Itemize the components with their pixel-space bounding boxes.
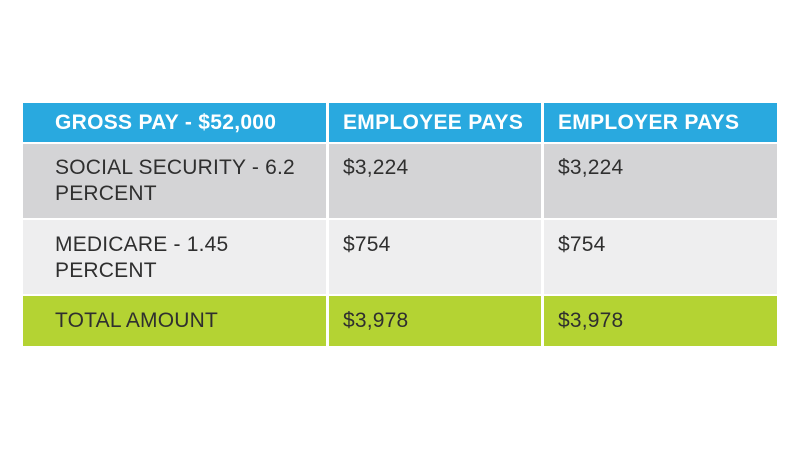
- social-security-employer: $3,224: [544, 144, 777, 218]
- total-amount-label: TOTAL AMOUNT: [23, 296, 326, 346]
- social-security-employee: $3,224: [329, 144, 541, 218]
- medicare-employer: $754: [544, 220, 777, 294]
- header-gross-pay: GROSS PAY - $52,000: [23, 103, 326, 142]
- total-amount-employer: $3,978: [544, 296, 777, 346]
- medicare-employee: $754: [329, 220, 541, 294]
- header-employee-pays: EMPLOYEE PAYS: [329, 103, 541, 142]
- payroll-tax-table: GROSS PAY - $52,000 EMPLOYEE PAYS EMPLOY…: [23, 103, 777, 346]
- medicare-label: MEDICARE - 1.45 PERCENT: [23, 220, 326, 294]
- header-employer-pays: EMPLOYER PAYS: [544, 103, 777, 142]
- total-amount-employee: $3,978: [329, 296, 541, 346]
- social-security-label: SOCIAL SECURITY - 6.2 PERCENT: [23, 144, 326, 218]
